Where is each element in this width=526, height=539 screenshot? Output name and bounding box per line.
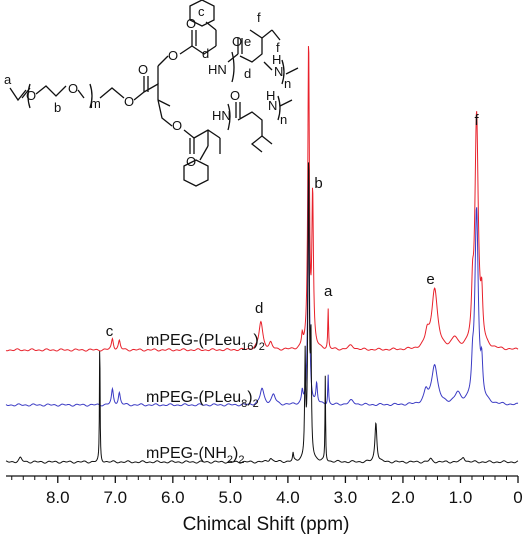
peak-annotations: c d b a e f — [106, 112, 480, 340]
label-n-top: n — [284, 76, 291, 91]
spectra-group — [5, 46, 519, 464]
atom-o10: O — [230, 88, 240, 103]
atom-o: O — [26, 88, 36, 103]
x-tick-label: 3.0 — [334, 488, 358, 507]
label-f2: f — [276, 40, 280, 55]
x-tick-label: 7.0 — [103, 488, 127, 507]
peak-annotation-f: f — [474, 112, 479, 129]
label-n-bottom: n — [280, 112, 287, 127]
chemical-structure: a O b O m O O O O O d c HN — [4, 0, 299, 187]
atom-o8: O — [232, 34, 242, 49]
x-axis: 8.0 7.0 6.0 5.0 4.0 3.0 2.0 1.0 0 — [6, 475, 523, 507]
label-e: e — [244, 34, 251, 49]
x-axis-title: Chimcal Shift (ppm) — [183, 514, 350, 535]
atom-o9: O — [186, 154, 196, 169]
atom-n: N — [274, 64, 283, 79]
label-b: b — [54, 100, 61, 115]
x-tick-label: 1.0 — [449, 488, 473, 507]
label-d-top: d — [202, 46, 209, 61]
label-a: a — [4, 72, 12, 87]
atom-o4: O — [138, 62, 148, 77]
atom-hn: HN — [208, 62, 227, 77]
label-c-top: c — [198, 4, 205, 19]
series-label: mPEG-(NH2)2 — [146, 445, 244, 466]
peak-annotation-d: d — [255, 300, 263, 317]
peak-annotation-a: a — [324, 283, 333, 300]
atom-n2: N — [268, 98, 277, 113]
x-tick-label: 4.0 — [276, 488, 300, 507]
x-tick-label: 8.0 — [46, 488, 70, 507]
peak-annotation-b: b — [314, 175, 322, 192]
series-label: mPEG-(PLeu16)2 — [146, 332, 265, 353]
atom-hn2: HN — [212, 108, 231, 123]
series-label: mPEG-(PLeu8)2 — [146, 389, 259, 410]
spectrum-line — [5, 46, 519, 352]
peak-annotation-e: e — [426, 271, 434, 288]
x-tick-label: 0 — [513, 488, 522, 507]
peak-annotation-c: c — [106, 323, 114, 340]
x-tick-label: 5.0 — [219, 488, 243, 507]
atom-o7: O — [186, 16, 196, 31]
atom-h2: H — [266, 88, 275, 103]
label-m: m — [90, 96, 101, 111]
label-f1: f — [257, 10, 261, 25]
atom-h: H — [272, 52, 281, 67]
atom-o2: O — [68, 81, 78, 96]
x-tick-label: 6.0 — [161, 488, 185, 507]
atom-o5: O — [168, 48, 178, 63]
series-labels: mPEG-(PLeu16)2 mPEG-(PLeu8)2 mPEG-(NH2)2 — [146, 332, 265, 466]
atom-o3: O — [124, 94, 134, 109]
spectrum-line — [5, 162, 519, 464]
atom-o6: O — [172, 118, 182, 133]
spectrum-line — [5, 179, 519, 407]
x-tick-label: 2.0 — [391, 488, 415, 507]
label-d2: d — [244, 66, 251, 81]
